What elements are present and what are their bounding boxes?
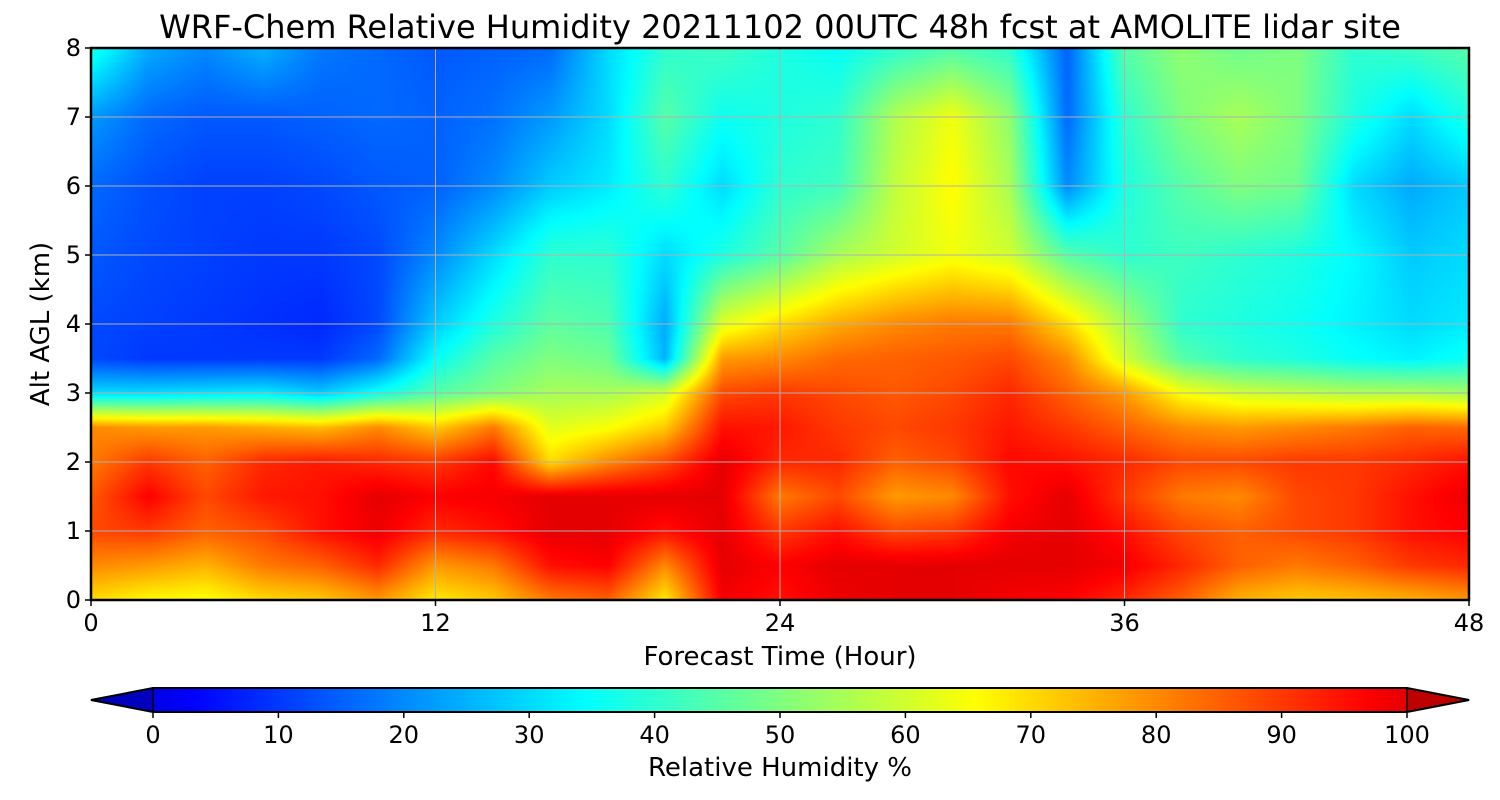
y-tick-label: 8 xyxy=(66,34,81,62)
y-tick-label: 6 xyxy=(66,172,81,200)
colorbar-extend-high xyxy=(1406,687,1470,713)
colorbar-label: Relative Humidity % xyxy=(648,753,912,783)
y-axis-label: Alt AGL (km) xyxy=(26,242,56,406)
colorbar: 0 10 20 30 40 50 60 70 80 90 100 Relative Humidity… xyxy=(90,687,1470,783)
x-tick-label: 0 xyxy=(83,609,98,637)
y-tick-label: 3 xyxy=(66,379,81,407)
colorbar-tick-label: 40 xyxy=(639,721,670,749)
y-tick-label: 0 xyxy=(66,586,81,614)
colorbar-tick-label: 60 xyxy=(890,721,921,749)
y-axis-ticks: 0 1 2 3 4 5 6 7 8 xyxy=(66,34,91,614)
y-tick-label: 7 xyxy=(66,103,81,131)
y-tick-label: 5 xyxy=(66,241,81,269)
x-axis-label: Forecast Time (Hour) xyxy=(643,642,916,672)
colorbar-extend-low xyxy=(90,687,154,713)
colorbar-tick-label: 20 xyxy=(389,721,420,749)
colorbar-tick-label: 70 xyxy=(1016,721,1047,749)
colorbar-tick-label: 10 xyxy=(263,721,294,749)
colorbar-tick-label: 0 xyxy=(145,721,160,749)
x-tick-label: 24 xyxy=(765,609,796,637)
grid-lines xyxy=(91,48,1469,600)
colorbar-tick-label: 90 xyxy=(1266,721,1297,749)
colorbar-gradient xyxy=(153,688,1407,712)
plot-area xyxy=(89,46,1471,602)
x-tick-label: 36 xyxy=(1109,609,1140,637)
x-tick-label: 12 xyxy=(420,609,451,637)
y-tick-label: 2 xyxy=(66,448,81,476)
colorbar-tick-label: 30 xyxy=(514,721,545,749)
colorbar-tick-label: 80 xyxy=(1141,721,1172,749)
chart-title: WRF-Chem Relative Humidity 20211102 00UT… xyxy=(159,8,1401,46)
colorbar-tick-label: 100 xyxy=(1384,721,1430,749)
y-tick-label: 4 xyxy=(66,310,81,338)
y-tick-label: 1 xyxy=(66,517,81,545)
colorbar-tick-label: 50 xyxy=(765,721,796,749)
x-tick-label: 48 xyxy=(1454,609,1485,637)
x-axis-ticks: 0 12 24 36 48 xyxy=(83,600,1484,637)
colorbar-ticks: 0 10 20 30 40 50 60 70 80 90 100 xyxy=(145,712,1430,749)
